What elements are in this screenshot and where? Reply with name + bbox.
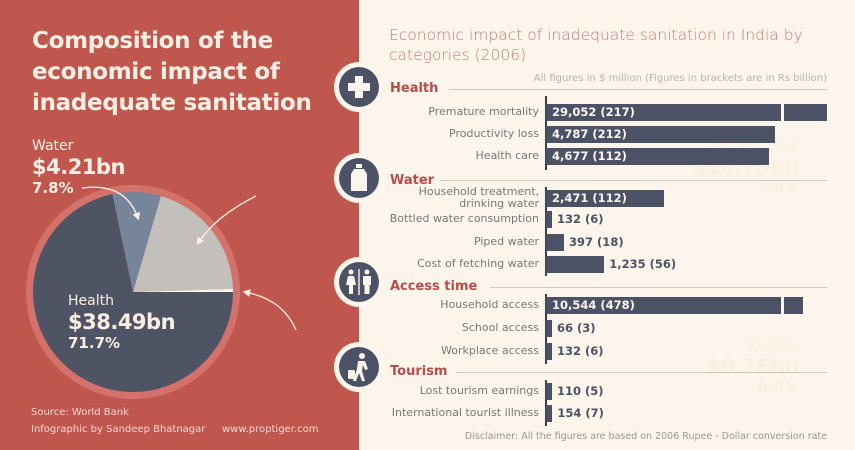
- credit-text: Infographic by Sandeep Bhatnagar: [31, 424, 206, 435]
- pie-chart: [26, 185, 297, 399]
- bar-label: School access: [461, 321, 539, 334]
- pie-label-pct: 71.7%: [68, 334, 121, 352]
- pie-label-amount: $0.26bn: [706, 355, 799, 379]
- pie-label-water: Water $4.21bn 7.8%: [32, 138, 125, 198]
- bar-label: Lost tourism earnings: [419, 384, 539, 397]
- medical-cross-icon: [339, 67, 379, 107]
- pie-label-pct: 7.8%: [32, 179, 74, 197]
- bar-break-mark: [781, 104, 784, 121]
- pie-label-amount: $38.49bn: [68, 310, 176, 334]
- pie-label-tourism: Tourism $0.26bn 0.5%: [706, 338, 799, 398]
- pie-label-health: Health $38.49bn 71.7%: [68, 293, 176, 353]
- pie-label-name: Health: [68, 293, 114, 309]
- pie-title-line: Composition of the: [32, 28, 273, 54]
- pie-label-name: Tourism: [744, 338, 799, 354]
- bar-value-label: 397 (18): [569, 235, 624, 249]
- category-header-tourism: Tourism: [390, 364, 448, 379]
- pie-slice-tourism: [133, 288, 233, 292]
- category-divider: [449, 89, 827, 90]
- pie-label-pct: 20%: [763, 179, 799, 197]
- suitcase-traveler-icon: [339, 347, 379, 387]
- bar-label: Premature mortality: [428, 105, 539, 118]
- bar-value-label: 132 (6): [557, 344, 604, 358]
- bar-axis: [545, 380, 547, 426]
- bar-value-label: 66 (3): [557, 321, 596, 335]
- bar: [546, 234, 565, 251]
- pie-label-pct: 0.5%: [757, 379, 799, 397]
- bar-value-label: 4,677 (112): [552, 149, 627, 163]
- category-icon-circle: [334, 257, 384, 307]
- bar-label: Health care: [475, 149, 539, 162]
- category-header-health: Health: [390, 81, 439, 96]
- category-icon-circle: [334, 62, 384, 112]
- bar-label: Cost of fetching water: [417, 257, 539, 270]
- bar: [546, 148, 770, 165]
- bar: [546, 405, 553, 422]
- category-icon-circle: [334, 342, 384, 392]
- pie-slice-access-time: [133, 195, 233, 292]
- arrow-access-time: [196, 195, 257, 246]
- pie-label-amount: $4.21bn: [32, 155, 125, 179]
- pie-title: Composition of the economic impact of in…: [32, 26, 342, 119]
- bar-label-line: Household treatment,: [418, 185, 539, 198]
- disclaimer: Disclaimer: All the figures are based on…: [464, 431, 827, 442]
- category-divider: [441, 180, 827, 181]
- bar-label: Household access: [440, 298, 539, 311]
- bar-value-label: 10,544 (478): [552, 298, 635, 312]
- pie-label-access-time: Access time $10.73bn 20%: [692, 138, 800, 198]
- bar: [546, 256, 605, 273]
- pie-title-line: inadequate sanitation: [32, 90, 312, 116]
- bar-chart-title-line: Economic impact of inadequate sanitation…: [389, 26, 803, 44]
- bar-chart-title-line: categories (2006): [389, 46, 527, 64]
- bar: [546, 297, 803, 314]
- bar-label: Bottled water consumption: [389, 212, 539, 225]
- bar-value-label: 2,471 (112): [552, 191, 627, 205]
- bar-label: Productivity loss: [449, 127, 539, 140]
- arrow-tourism: [242, 289, 297, 331]
- bar-value-label: 1,235 (56): [609, 257, 677, 271]
- category-divider: [490, 287, 827, 288]
- category-divider: [457, 372, 827, 373]
- bar: [546, 126, 775, 143]
- bar-value-label: 132 (6): [557, 212, 604, 226]
- bar: [546, 320, 552, 337]
- water-bottle-icon: [339, 158, 379, 198]
- restroom-icon: [339, 262, 379, 302]
- pie-slice-health: [33, 194, 233, 392]
- pie-slice-water: [112, 191, 161, 292]
- bar-break-mark: [781, 297, 784, 314]
- bar-value-label: 4,787 (212): [552, 127, 627, 141]
- pie-label-name: Water: [32, 138, 74, 154]
- bar: [546, 190, 664, 207]
- bar-label: International tourist illness: [391, 406, 539, 419]
- bar-chart-title: Economic impact of inadequate sanitation…: [389, 25, 839, 65]
- units-note: All figures in $ million (Figures in bra…: [533, 73, 827, 84]
- bar: [546, 211, 552, 228]
- bar-label-line: drinking water: [459, 197, 539, 210]
- bar-label: Piped water: [473, 235, 539, 248]
- bar-label: Workplace access: [440, 344, 539, 357]
- bar-axis: [545, 187, 547, 276]
- arrow-water: [81, 186, 140, 221]
- bar: [546, 343, 552, 360]
- bar-axis: [545, 294, 547, 364]
- bar: [546, 104, 827, 121]
- pie-title-line: economic impact of: [32, 59, 280, 85]
- bar-label: Household treatment, drinking water: [419, 186, 539, 210]
- website-link[interactable]: www.proptiger.com: [222, 424, 319, 435]
- bar-value-label: 29,052 (217): [552, 105, 635, 119]
- bar-axis: [545, 96, 547, 170]
- bar-value-label: 154 (7): [557, 406, 604, 420]
- source-text: Source: World Bank: [31, 407, 129, 418]
- category-header-water: Water: [390, 173, 435, 188]
- bar-value-label: 110 (5): [557, 384, 604, 398]
- category-icon-circle: [334, 153, 384, 203]
- category-header-access-time: Access time: [390, 279, 478, 294]
- bar: [546, 383, 552, 400]
